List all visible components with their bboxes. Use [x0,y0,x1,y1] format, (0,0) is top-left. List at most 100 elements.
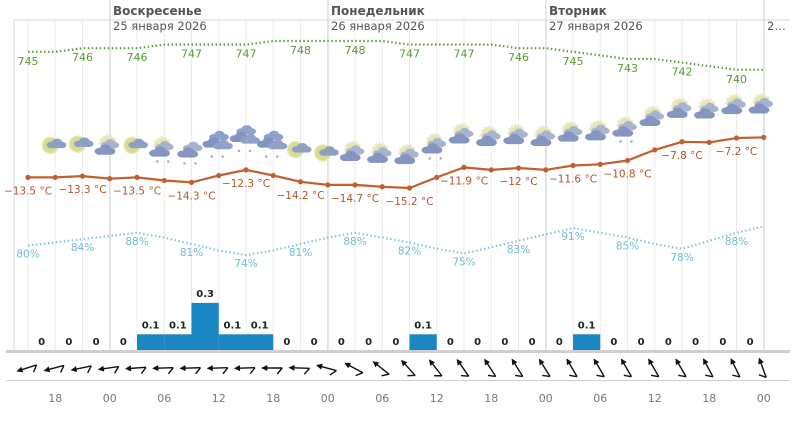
temperature-point [597,161,603,167]
snowflake-icon [248,149,252,153]
precipitation-label: 0.1 [169,320,187,331]
sun-cloud-snow-icon [612,116,637,143]
pressure-label: 748 [290,44,311,57]
sun-cloud-icon [639,105,665,126]
pressure-label: 746 [127,51,148,64]
time-tick-label: 12 [648,392,662,405]
temperature-label: −14.7 °C [331,193,379,205]
sun-cloud-snow-icon [421,132,447,160]
humidity-label: 82% [398,245,421,257]
snowflake-icon [264,155,268,158]
temperature-point [652,147,658,153]
sun-cloud-icon [557,121,583,142]
precipitation-label: 0 [392,337,399,348]
humidity-line [27,225,765,257]
wind-arrow-icon [344,362,364,377]
wind-arrow-icon [206,365,229,375]
temperature-label: −10.8 °C [603,169,651,181]
time-tick-label: 00 [757,392,771,405]
temperature-point [188,179,195,185]
wind-arrow-icon [43,364,65,373]
pressure-label: 746 [72,51,93,64]
humidity-label: 91% [561,231,584,243]
wind-arrow-icon [484,358,497,378]
humidity-label: 88% [725,236,748,248]
temperature-label: −11.6 °C [549,174,597,186]
temperature-point [297,179,304,185]
overcast-snow-icon [229,125,260,153]
humidity-label: 78% [670,252,693,264]
humidity-label: 85% [616,241,639,253]
pressure-line [28,39,764,71]
humidity-label: 84% [71,242,94,254]
wind-arrow-icon [428,359,443,377]
precipitation-label: 0 [638,337,645,348]
wind-arrow-icon [758,357,767,379]
precipitation-label: 0.1 [414,320,432,331]
humidity-label: 83% [507,244,530,256]
wind-arrow-icon [234,365,256,375]
wind-arrow-icon [70,365,92,374]
temperature-label: −11.9 °C [440,175,488,187]
wind-arrow-icon [675,358,687,378]
sun-cloud-icon [585,119,610,141]
time-tick-label: 18 [266,392,280,405]
pressure-label: 743 [617,62,638,75]
wind-arrow-icon [730,358,741,378]
sun-cloud-icon [339,140,365,161]
day-date: 27 января 2026 [549,19,643,33]
precipitation-label: 0 [120,337,127,348]
temperature-point [352,182,358,188]
precipitation-label: 0 [529,337,536,348]
temperature-point [434,174,440,180]
pressure-label: 747 [236,48,257,61]
wind-arrow-icon [288,364,311,375]
wind-arrow-icon [97,365,120,374]
precipitation-label: 0.1 [142,320,160,331]
moon-cloud-icon [41,136,67,155]
precipitation-label: 0 [610,337,617,348]
weather-icons [41,92,774,165]
temperature-point [216,172,222,179]
wind-arrow-icon [620,358,633,378]
wind-arrow-icon [702,358,714,378]
day-name: Воскресенье [113,4,202,18]
pressure-label: 745 [563,55,584,68]
wind-arrow-icon [566,358,578,378]
temperature-point [679,139,685,145]
wind-arrow-icon [372,361,390,377]
temperature-point [107,176,113,182]
time-tick-label: 18 [702,392,716,405]
moon-cloud-icon [123,136,149,155]
snowflake-icon [619,140,622,143]
wind-arrow-icon [316,363,337,376]
pressure-label: 740 [726,73,747,86]
wind-arrow-icon [511,358,524,378]
snowflake-icon [221,155,225,158]
precipitation-bar [409,334,437,350]
temperature-point [624,157,631,164]
precipitation-label: 0 [38,337,45,348]
precipitation-label: 0 [556,337,563,348]
time-tick-label: 12 [430,392,444,405]
pressure-label: 747 [454,48,475,61]
wind-arrow-icon [401,359,416,377]
precipitation-label: 0.3 [196,289,214,300]
snowflake-icon [630,140,633,143]
precipitation-label: 0 [283,337,290,348]
precipitation-label: 0 [311,337,318,348]
moon-cloud-icon [68,135,94,153]
time-tick-label: 00 [321,392,335,405]
wind-arrow-icon [179,365,202,375]
next-day-truncated: 2… [767,19,786,33]
temperature-label: −13.5 °C [4,185,52,197]
pressure-label: 746 [508,51,529,64]
sun-cloud-icon [666,97,692,118]
precipitation-bars: 0 0 0 0 0.1 0.1 0.3 0.1 0.1 0 0 0 0 0 0.1 0 0 0 0 0 0.1 0 0 0 0 0… [38,289,754,350]
temperature-point [570,162,576,169]
temperature-point [25,174,31,180]
sun-cloud-icon [721,93,746,115]
temperature-label: −7.2 °C [716,146,757,158]
